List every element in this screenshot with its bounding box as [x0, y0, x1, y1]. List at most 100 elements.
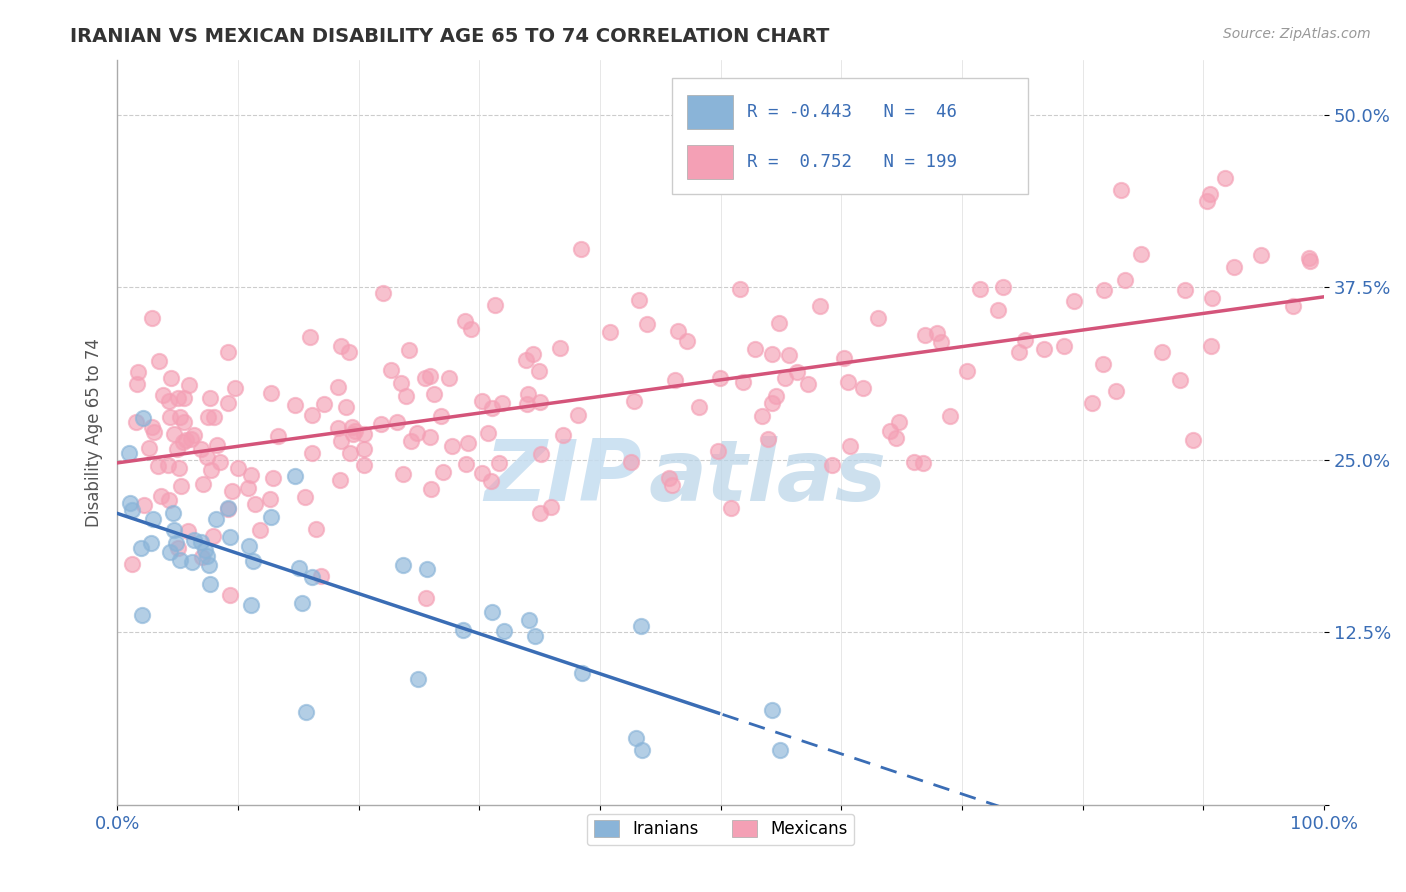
Point: [778, 348, 800, 362]
Point: [370, 417, 392, 431]
Point: [471, 393, 494, 408]
Point: [129, 541, 152, 555]
Point: [756, 433, 779, 447]
Point: [529, 506, 551, 520]
Point: [956, 364, 979, 378]
Point: [371, 285, 394, 300]
Point: [391, 467, 413, 482]
Point: [522, 347, 544, 361]
Point: [929, 334, 952, 349]
Point: [198, 391, 221, 405]
Point: [620, 455, 643, 469]
Point: [389, 376, 412, 391]
Point: [1109, 183, 1132, 197]
Point: [326, 420, 349, 434]
Point: [353, 442, 375, 456]
Point: [1299, 254, 1322, 268]
Point: [451, 624, 474, 638]
Point: [219, 530, 242, 544]
Point: [1201, 339, 1223, 353]
Point: [834, 351, 856, 365]
FancyBboxPatch shape: [686, 95, 733, 129]
Point: [163, 427, 186, 442]
Point: [631, 743, 654, 757]
Point: [173, 415, 195, 429]
Point: [337, 345, 360, 359]
Point: [1052, 338, 1074, 352]
Point: [529, 447, 551, 461]
Point: [991, 280, 1014, 294]
Point: [987, 302, 1010, 317]
Point: [392, 558, 415, 572]
Point: [744, 342, 766, 356]
Point: [180, 556, 202, 570]
Point: [177, 524, 200, 538]
Point: [183, 533, 205, 547]
Text: atlas: atlas: [648, 435, 886, 518]
Point: [969, 282, 991, 296]
Point: [299, 330, 322, 344]
Point: [416, 562, 439, 576]
Point: [238, 539, 260, 553]
Point: [1129, 247, 1152, 261]
Point: [1213, 170, 1236, 185]
Point: [1281, 299, 1303, 313]
Point: [340, 420, 363, 434]
Point: [1105, 384, 1128, 399]
Point: [195, 450, 218, 464]
Point: [569, 242, 592, 256]
Point: [167, 461, 190, 475]
Point: [540, 500, 562, 514]
Point: [159, 493, 181, 508]
Point: [172, 434, 194, 449]
Point: [118, 446, 141, 460]
Point: [201, 529, 224, 543]
Point: [190, 534, 212, 549]
Point: [903, 455, 925, 469]
Point: [516, 397, 538, 411]
Point: [707, 444, 730, 458]
Point: [121, 503, 143, 517]
Point: [243, 497, 266, 511]
Point: [1033, 342, 1056, 356]
Point: [912, 456, 935, 470]
Point: [786, 365, 808, 379]
Point: [761, 347, 783, 361]
Point: [219, 588, 242, 602]
Point: [141, 420, 163, 434]
Legend: Iranians, Mexicans: Iranians, Mexicans: [586, 814, 853, 845]
Point: [517, 613, 540, 627]
Point: [309, 569, 332, 583]
Point: [1168, 373, 1191, 387]
Point: [1174, 283, 1197, 297]
Point: [191, 550, 214, 565]
Point: [797, 377, 820, 392]
Point: [1014, 333, 1036, 347]
Point: [141, 536, 163, 550]
Point: [852, 381, 875, 395]
Point: [481, 401, 503, 415]
Point: [515, 353, 537, 368]
Point: [174, 433, 197, 447]
Point: [205, 511, 228, 525]
Point: [761, 703, 783, 717]
Point: [339, 446, 361, 460]
Point: [709, 370, 731, 384]
Point: [287, 561, 309, 575]
Point: [167, 391, 190, 405]
Point: [415, 591, 437, 605]
Point: [925, 326, 948, 340]
Point: [385, 415, 408, 429]
Point: [423, 386, 446, 401]
Point: [773, 371, 796, 385]
Point: [731, 375, 754, 389]
Point: [167, 541, 190, 556]
Point: [217, 500, 239, 515]
Point: [453, 313, 475, 327]
Point: [728, 282, 751, 296]
Point: [125, 415, 148, 429]
Point: [406, 672, 429, 686]
Point: [157, 394, 180, 409]
Point: [571, 665, 593, 680]
Point: [516, 387, 538, 401]
